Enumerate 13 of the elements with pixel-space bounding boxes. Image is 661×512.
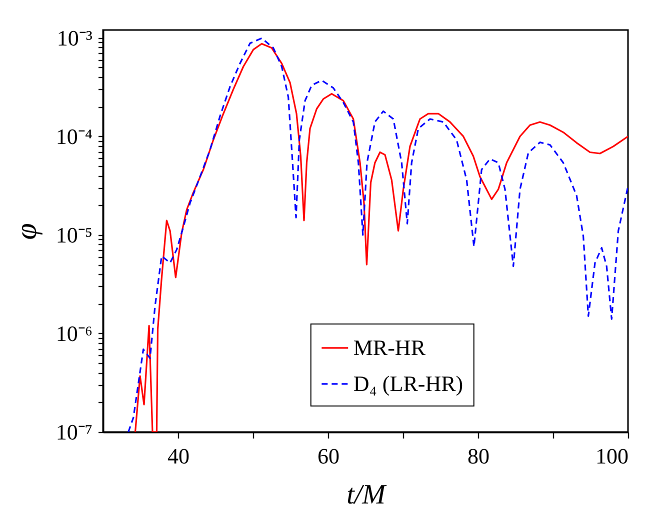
legend-label: D₄ (LR-HR) — [353, 370, 464, 396]
y-tick-label: 10⁻⁵ — [56, 222, 92, 248]
y-tick-label: 10⁻³ — [56, 25, 93, 50]
x-tick-label: 80 — [468, 444, 490, 468]
x-tick-label: 60 — [318, 444, 340, 468]
x-tick-label: 100 — [596, 444, 628, 468]
y-tick-label: 10⁻⁶ — [56, 320, 92, 346]
x-axis-title: t/M — [346, 480, 388, 510]
x-tick-label: 40 — [168, 444, 190, 468]
y-tick-label: 10⁻⁴ — [56, 124, 93, 149]
y-tick-label: 10⁻⁷ — [56, 420, 92, 444]
y-axis-title: φ — [10, 223, 43, 240]
legend-label: MR-HR — [353, 334, 426, 360]
